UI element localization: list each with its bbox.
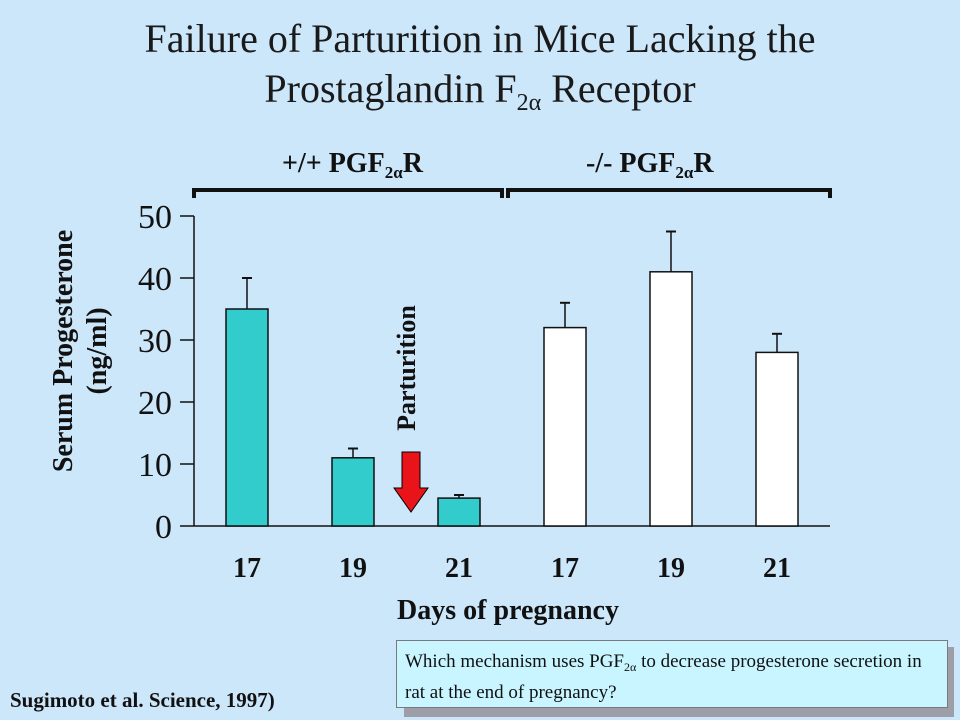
- x-tick-label: 19: [657, 553, 685, 584]
- x-axis-label: Days of pregnancy: [397, 595, 619, 626]
- title-line-2: Prostaglandin F2α Receptor: [0, 64, 960, 128]
- bar: [225, 308, 269, 527]
- parturition-label: Parturition: [392, 305, 421, 431]
- bar: [331, 457, 375, 527]
- title-line-2-pre: Prostaglandin F: [264, 66, 517, 111]
- group-bracket-wildtype: [192, 188, 504, 198]
- bar: [437, 497, 481, 527]
- y-axis-label-line-2: (ng/ml): [82, 307, 113, 394]
- question-box: Which mechanism uses PGF2α to decrease p…: [396, 640, 948, 708]
- y-axis-label-line-1: Serum Progesterone: [48, 230, 79, 472]
- group-label-knockout-post: R: [693, 148, 714, 179]
- y-tick-label: 20: [138, 385, 172, 422]
- question-text-post: to decrease progesterone secretion in ra…: [405, 651, 922, 703]
- bar: [755, 351, 799, 527]
- group-label-wildtype-pre: +/+ PGF: [282, 148, 385, 179]
- x-tick-label: 21: [445, 553, 473, 584]
- question-text-pre: Which mechanism uses PGF: [405, 651, 625, 672]
- group-label-wildtype: +/+ PGF2αR: [282, 148, 423, 183]
- title-line-2-post: Receptor: [541, 66, 696, 111]
- x-tick-label: 17: [233, 553, 261, 584]
- parturition-arrow-icon: [393, 451, 429, 513]
- group-bracket-knockout: [506, 188, 832, 198]
- group-label-knockout-sub: 2α: [675, 163, 694, 182]
- y-tick-label: 0: [155, 509, 172, 546]
- title-line-2-sub: 2α: [516, 90, 542, 116]
- axes: 0 10 20 30 40 50: [138, 199, 830, 546]
- y-tick-label: 30: [138, 323, 172, 360]
- group-label-wildtype-sub: 2α: [384, 163, 403, 182]
- x-tick-label: 19: [339, 553, 367, 584]
- x-tick-label: 21: [763, 553, 791, 584]
- question-text-sub: 2α: [624, 660, 637, 674]
- x-tick-label: 17: [551, 553, 579, 584]
- bar: [543, 326, 587, 527]
- group-label-knockout: -/- PGF2αR: [586, 148, 714, 183]
- y-tick-label: 40: [138, 261, 172, 298]
- y-tick-label: 10: [138, 447, 172, 484]
- bars: [225, 271, 799, 527]
- group-label-wildtype-post: R: [402, 148, 423, 179]
- bar: [649, 271, 693, 527]
- citation: Sugimoto et al. Science, 1997): [10, 688, 275, 712]
- error-bars: [242, 230, 782, 499]
- y-axis-label: Serum Progesterone (ng/ml): [48, 230, 113, 472]
- slide-title: Failure of Parturition in Mice Lacking t…: [0, 14, 960, 128]
- y-tick-label: 50: [138, 199, 172, 236]
- x-tick-labels: 17 19 21 17 19 21: [233, 553, 791, 584]
- title-line-1: Failure of Parturition in Mice Lacking t…: [144, 16, 816, 61]
- group-label-knockout-pre: -/- PGF: [586, 148, 676, 179]
